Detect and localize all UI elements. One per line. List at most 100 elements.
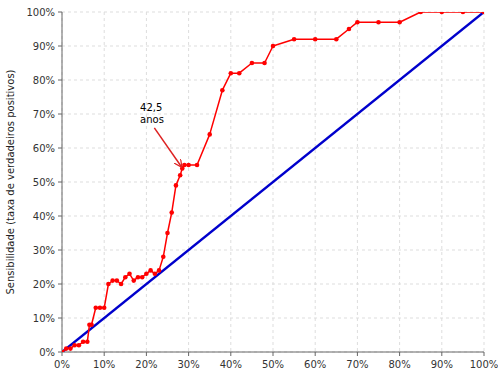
point [81, 340, 86, 345]
tick-label: 10% [33, 313, 55, 324]
tick [58, 250, 62, 251]
point [110, 278, 115, 283]
tick [58, 284, 62, 285]
point [157, 268, 162, 273]
tick-label: 100% [26, 7, 55, 18]
tick-label: 60% [33, 143, 55, 154]
tick [441, 352, 442, 356]
point [102, 306, 107, 311]
tick-label: 50% [262, 359, 284, 370]
point [153, 272, 158, 277]
tick-label: 70% [33, 109, 55, 120]
point [313, 37, 318, 42]
point [229, 71, 234, 76]
tick-label: 40% [220, 359, 242, 370]
tick-label: 90% [33, 41, 55, 52]
point [68, 346, 73, 351]
tick-label: 30% [33, 245, 55, 256]
tick-label: 20% [33, 279, 55, 290]
tick-label: 70% [346, 359, 368, 370]
tick-label: 20% [135, 359, 157, 370]
tick [62, 352, 63, 356]
grid-line [62, 80, 484, 81]
tick [188, 352, 189, 356]
tick [230, 352, 231, 356]
grid-line [62, 114, 484, 115]
point [334, 37, 339, 42]
point [169, 210, 174, 215]
point [165, 231, 170, 236]
point [461, 12, 466, 14]
grid-line [62, 352, 484, 353]
tick [58, 352, 62, 353]
point [64, 346, 69, 351]
tick [58, 216, 62, 217]
chart: 0%10%20%30%40%50%60%70%80%90%100%0%10%20… [0, 0, 498, 380]
point [127, 272, 132, 277]
annotation-arrow [154, 128, 181, 167]
y-axis-label: Sensibilidade (taxa de verdadeiros posit… [5, 69, 16, 294]
point [355, 20, 360, 25]
grid [62, 12, 484, 352]
point [397, 20, 402, 25]
tick-label: 10% [93, 359, 115, 370]
tick [104, 352, 105, 356]
point [220, 88, 225, 93]
grid-line [62, 284, 484, 285]
point [85, 340, 90, 345]
point [123, 275, 128, 280]
point [161, 254, 166, 259]
point [271, 44, 276, 49]
point [148, 268, 153, 273]
tick [273, 352, 274, 356]
point [418, 12, 423, 14]
point [89, 323, 94, 328]
tick-label: 50% [33, 177, 55, 188]
point [72, 343, 77, 348]
point [115, 278, 120, 283]
point [347, 27, 352, 32]
tick-label: 90% [431, 359, 453, 370]
tick [484, 352, 485, 356]
point [62, 350, 64, 352]
point [376, 20, 381, 25]
tick [58, 46, 62, 47]
series-line [62, 12, 484, 352]
tick-label: 80% [388, 359, 410, 370]
tick [58, 12, 62, 13]
point [140, 275, 145, 280]
tick [357, 352, 358, 356]
point [93, 306, 98, 311]
grid-line [62, 148, 484, 149]
point [178, 173, 183, 178]
point [482, 12, 484, 14]
grid-line [62, 318, 484, 319]
tick [58, 80, 62, 81]
point [250, 61, 255, 66]
point [144, 272, 149, 277]
tick-label: 30% [177, 359, 199, 370]
y-axis-line [62, 12, 63, 352]
point [131, 278, 136, 283]
point [98, 306, 103, 311]
point [77, 343, 82, 348]
point [440, 12, 445, 14]
tick-label: 40% [33, 211, 55, 222]
point [292, 37, 297, 42]
axes: 0%10%20%30%40%50%60%70%80%90%100%0%10%20… [26, 7, 498, 371]
tick [146, 352, 147, 356]
tick [58, 182, 62, 183]
point [182, 163, 187, 168]
tick [58, 148, 62, 149]
grid-line [62, 216, 484, 217]
point [237, 71, 242, 76]
tick [58, 318, 62, 319]
grid-line [62, 250, 484, 251]
point [186, 163, 191, 168]
tick-label: 80% [33, 75, 55, 86]
series-line [62, 12, 484, 352]
tick-label: 0% [54, 359, 70, 370]
point [119, 282, 124, 287]
point [207, 132, 212, 137]
point [195, 163, 200, 168]
